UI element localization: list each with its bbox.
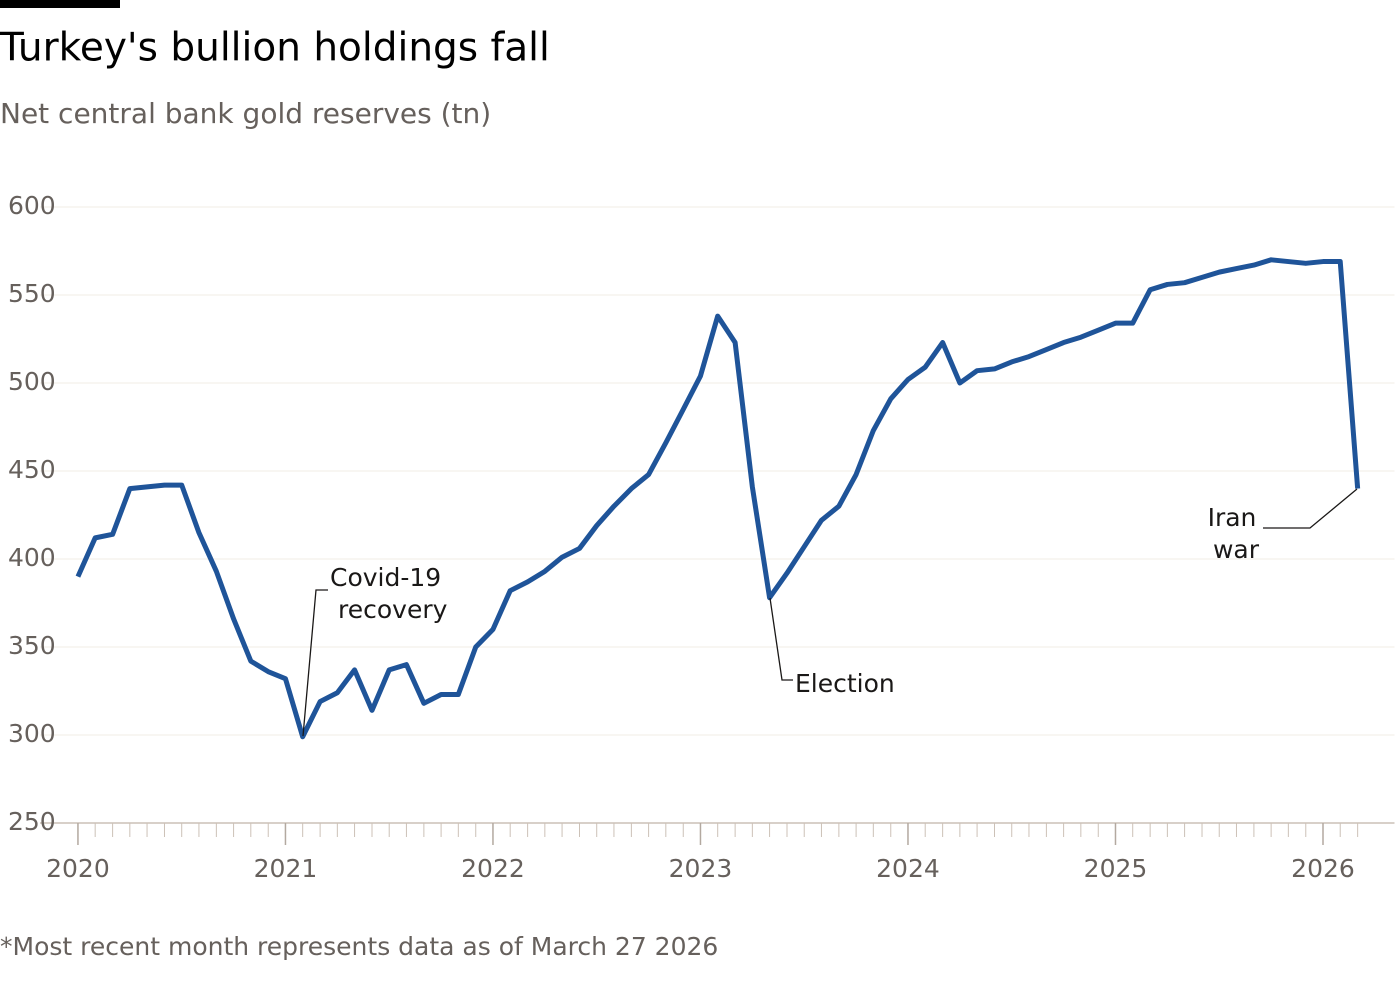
chart-subtitle: Net central bank gold reserves (tn) [0,97,491,130]
y-tick-label: 600 [8,191,56,220]
data-line [75,257,1361,740]
annotation-text: Election [795,669,895,698]
brand-bar [0,0,120,8]
y-tick-label: 250 [8,807,56,836]
x-tick-label: 2023 [669,854,733,883]
x-tick-label: 2020 [46,854,110,883]
annotation-leader [302,589,328,737]
chart-title: Turkey's bullion holdings fall [0,26,550,71]
x-tick-label: 2022 [461,854,525,883]
y-tick-label: 550 [8,279,56,308]
y-tick-label: 450 [8,455,56,484]
annotation-leader [769,597,793,681]
annotation-text: Covid-19 [330,563,441,592]
x-tick-label: 2025 [1084,854,1148,883]
annotation-text: Iran [1208,503,1257,532]
x-tick-label: 2021 [254,854,318,883]
y-tick-label: 500 [8,367,56,396]
y-tick-label: 400 [8,543,56,572]
x-tick-label: 2024 [876,854,940,883]
y-tick-label: 300 [8,719,56,748]
y-tick-label: 350 [8,631,56,660]
footnote: *Most recent month represents data as of… [0,932,718,961]
annotation-leader [1263,488,1358,529]
annotation-text: recovery [338,595,448,624]
annotation-text: war [1213,535,1260,564]
x-tick-label: 2026 [1291,854,1355,883]
